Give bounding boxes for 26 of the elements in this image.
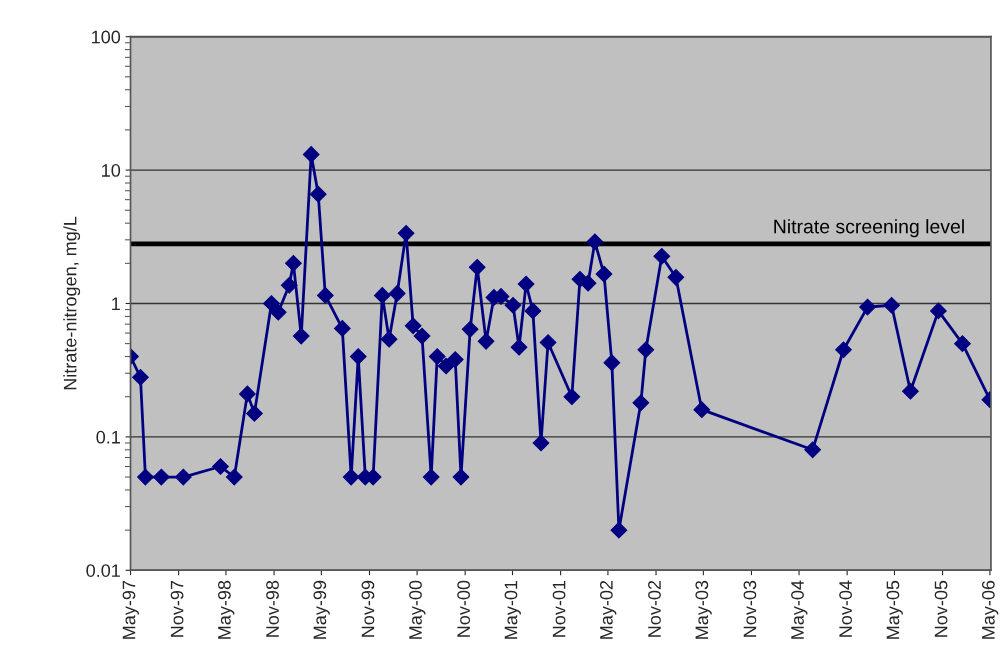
x-tick-label: Nov-97 (170, 580, 184, 637)
x-tick-label: May-99 (313, 580, 330, 639)
x-tick-label: May-97 (122, 580, 139, 639)
x-tick-label: Nov-02 (648, 580, 661, 637)
x-tick-label: Nov-98 (266, 580, 279, 637)
x-tick-label: May-00 (409, 580, 426, 639)
x-tick-label: May-05 (886, 580, 903, 639)
x-tick-label: May-06 (981, 580, 999, 639)
x-tick-label: May-04 (791, 580, 808, 639)
x-tick-label: May-03 (695, 580, 712, 639)
x-tick-label: Nov-04 (839, 580, 852, 637)
y-tick-label: 100 (92, 30, 121, 44)
x-tick-label: May-01 (504, 580, 521, 639)
y-tick-label: 1 (112, 297, 120, 311)
x-tick-label: Nov-00 (457, 580, 471, 637)
x-tick-label: May-02 (599, 580, 617, 639)
y-tick-label: 0.01 (86, 564, 120, 578)
x-tick-label: Nov-05 (934, 580, 948, 637)
y-tick-label: 0.1 (96, 430, 120, 444)
x-tick-label: Nov-03 (743, 580, 757, 637)
y-tick-label: 10 (102, 164, 121, 177)
x-tick-label: Nov-01 (552, 580, 566, 637)
y-axis-title: Nitrate-nitrogen, mg/L (63, 216, 81, 390)
x-tick-label: May-98 (218, 580, 235, 639)
ref-line-label: Nitrate screening level (774, 219, 964, 238)
x-tick-label: Nov-99 (361, 580, 375, 637)
